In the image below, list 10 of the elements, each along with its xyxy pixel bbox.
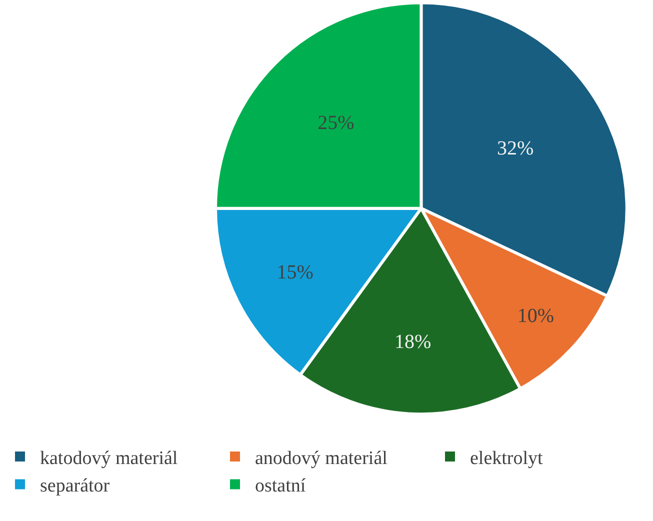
legend-label: elektrolyt — [470, 448, 544, 469]
legend-label: anodový materiál — [255, 448, 388, 469]
legend-label: katodový materiál — [40, 448, 178, 469]
data-label: 10% — [517, 304, 554, 327]
data-label: 25% — [318, 112, 354, 134]
data-label: 15% — [276, 262, 314, 284]
data-label: 18% — [394, 331, 432, 354]
legend-label: separátor — [40, 476, 110, 497]
legend-label: ostatní — [255, 476, 306, 497]
data-label: 32% — [497, 138, 534, 160]
